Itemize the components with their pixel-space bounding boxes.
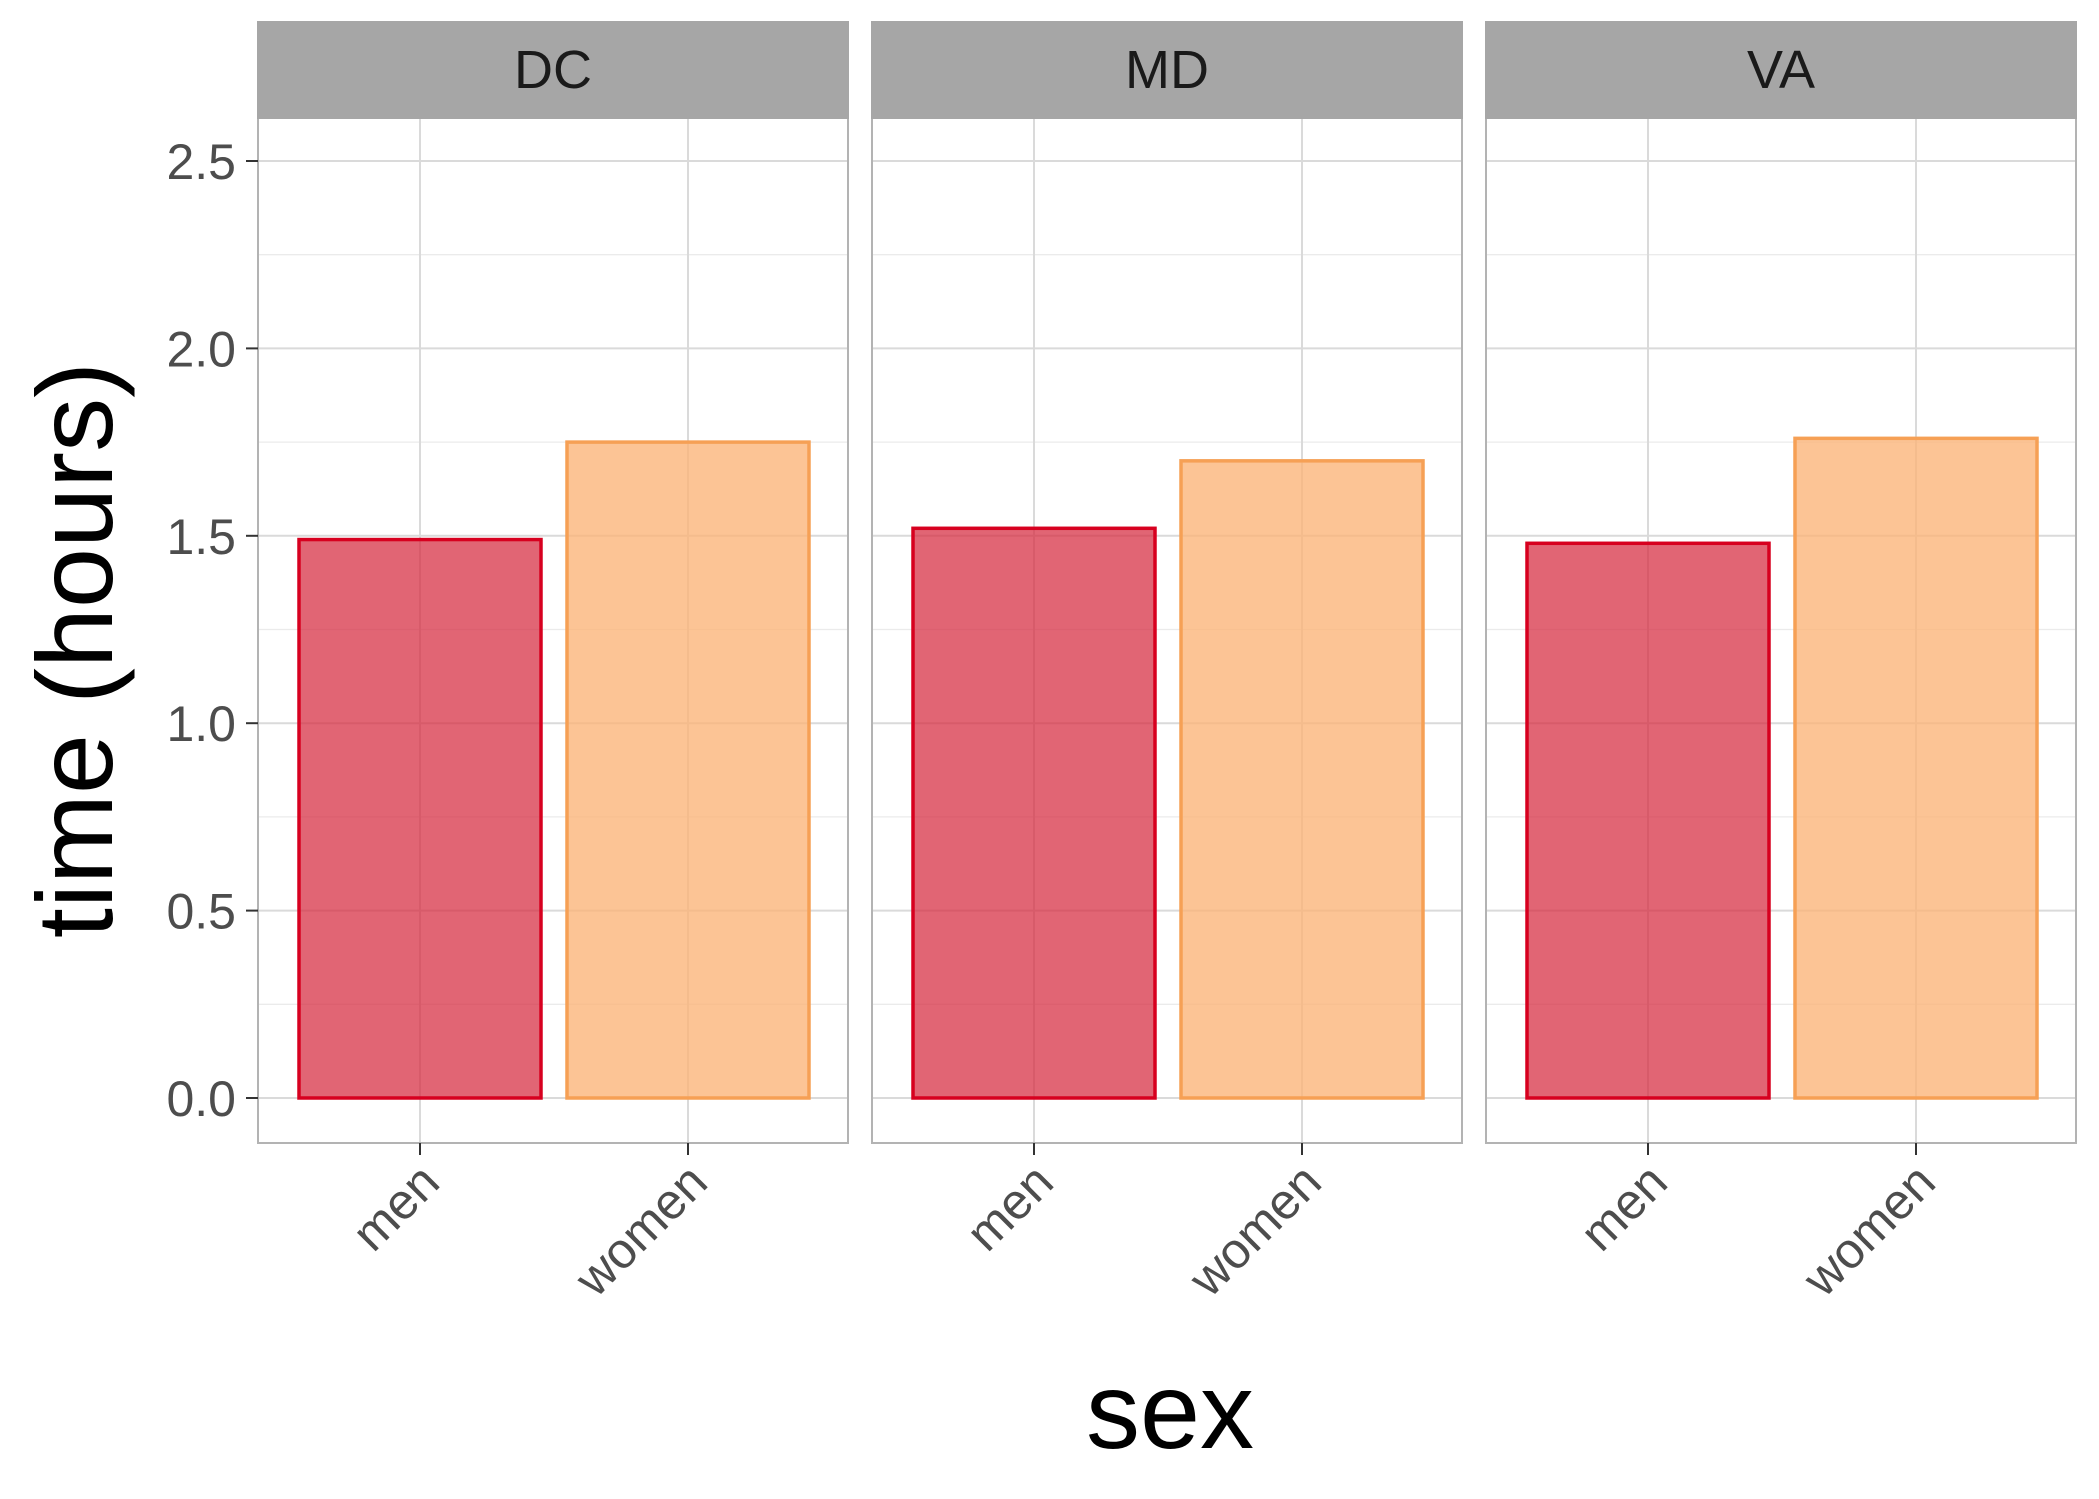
y-tick-label: 2.0 <box>166 321 236 377</box>
bar-va-men <box>1525 541 1771 1100</box>
x-tick-label: men <box>1569 1153 1677 1261</box>
bar-md-men <box>911 526 1157 1100</box>
facet-strip <box>1485 21 2077 119</box>
facet-strip <box>871 21 1463 119</box>
x-tick-label: women <box>1791 1153 1945 1307</box>
facet-panel-va: VA <box>1485 21 2077 1144</box>
bar-dc-men <box>297 537 543 1100</box>
facet-panel-dc: DC <box>257 21 849 1144</box>
x-axis-ticks: men women men women men women <box>341 1143 1946 1307</box>
y-tick-label: 0.5 <box>166 884 236 940</box>
y-tick-label: 1.5 <box>166 509 236 565</box>
x-axis-title: sex <box>1086 1350 1254 1471</box>
y-axis-title: time (hours) <box>14 362 135 938</box>
x-tick-label: men <box>955 1153 1063 1261</box>
facet-strip-label: MD <box>1125 40 1209 100</box>
x-tick-label: women <box>1177 1153 1331 1307</box>
facet-panels: DC MD VA <box>257 21 2077 1144</box>
y-tick-label: 0.0 <box>166 1071 236 1127</box>
facet-strip-label: DC <box>514 40 592 100</box>
facet-panel-md: MD <box>871 21 1463 1144</box>
y-axis-ticks: 0.0 0.5 1.0 1.5 2.0 2.5 <box>166 134 258 1127</box>
y-tick-label: 2.5 <box>166 134 236 190</box>
y-tick-label: 1.0 <box>166 696 236 752</box>
bar-md-women <box>1179 459 1425 1100</box>
bar-dc-women <box>565 440 811 1100</box>
facet-strip <box>257 21 849 119</box>
bar-va-women <box>1793 436 2039 1100</box>
facet-strip-label: VA <box>1747 40 1815 100</box>
x-tick-label: women <box>563 1153 717 1307</box>
x-tick-label: men <box>341 1153 449 1261</box>
